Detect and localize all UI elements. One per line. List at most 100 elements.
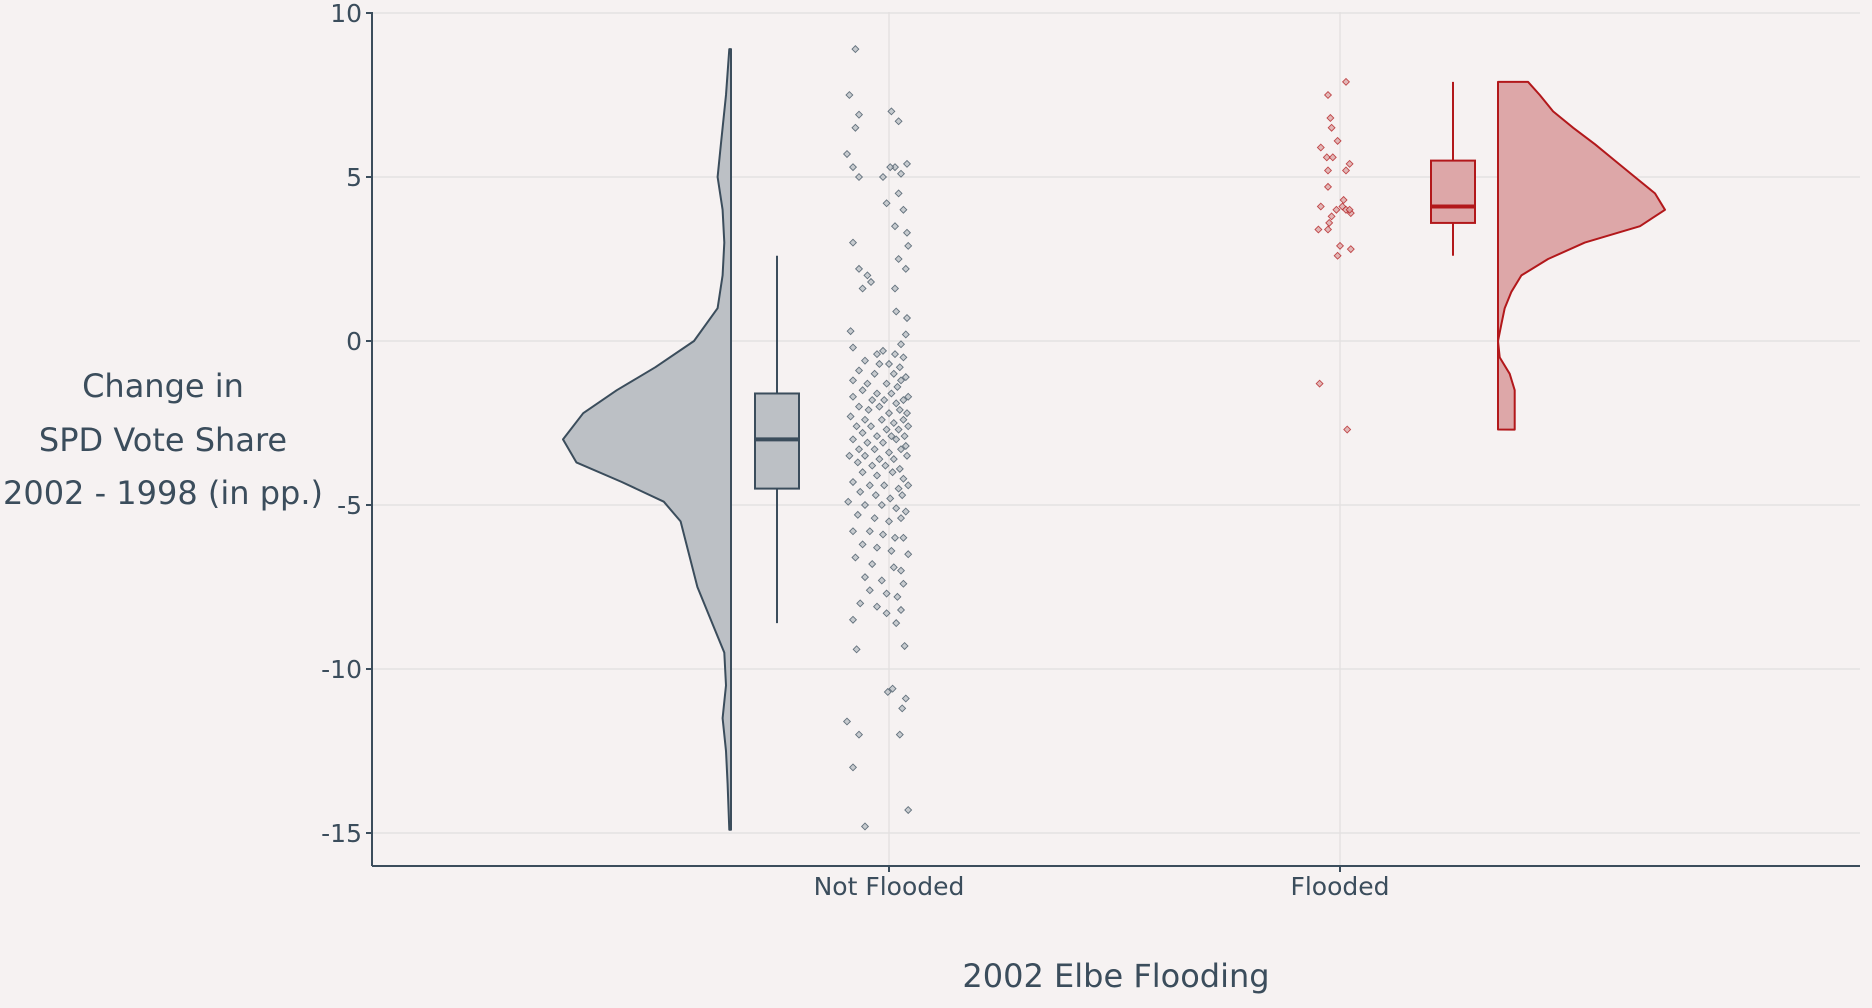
data-point-not-flooded: [860, 822, 870, 831]
data-point-not-flooded: [894, 484, 903, 493]
data-point-not-flooded: [896, 376, 906, 385]
y-tick-label: -5: [337, 491, 362, 520]
data-point-not-flooded: [860, 356, 870, 365]
data-point-not-flooded: [858, 386, 867, 395]
data-point-not-flooded: [901, 507, 910, 516]
data-point-not-flooded: [899, 415, 908, 424]
data-point-flooded: [1325, 218, 1334, 227]
data-point-not-flooded: [904, 392, 913, 401]
data-point-flooded: [1345, 205, 1354, 214]
data-point-flooded: [1323, 182, 1333, 191]
data-point-not-flooded: [878, 172, 888, 182]
data-point-not-flooded: [896, 514, 906, 523]
grid-lines: [372, 12, 1860, 866]
data-point-not-flooded: [886, 494, 895, 503]
data-point-not-flooded: [882, 609, 891, 618]
data-point-not-flooded: [892, 399, 901, 408]
y-tick-label: 5: [346, 163, 362, 192]
y-axis-title-line-1: Change in: [82, 367, 244, 405]
data-point-not-flooded: [860, 451, 870, 460]
data-point-not-flooded: [892, 307, 901, 316]
data-point-not-flooded: [890, 222, 900, 231]
data-point-not-flooded: [848, 615, 858, 624]
data-point-not-flooded: [892, 435, 901, 444]
data-point-not-flooded: [890, 284, 900, 293]
data-point-not-flooded: [887, 107, 896, 116]
data-point-not-flooded: [846, 327, 855, 336]
density-cloud-flooded: [1497, 80, 1666, 431]
y-axis-title-line-3: 2002 - 1998 (in pp.): [3, 474, 323, 512]
data-point-not-flooded: [900, 642, 909, 651]
data-point-not-flooded: [889, 455, 898, 464]
data-point-flooded: [1323, 166, 1333, 175]
data-point-not-flooded: [860, 573, 870, 582]
data-point-not-flooded: [848, 435, 858, 444]
box-iqr-flooded: [1430, 159, 1476, 224]
data-point-not-flooded: [851, 553, 860, 562]
data-point-flooded: [1323, 90, 1333, 100]
data-point-flooded: [1314, 225, 1323, 234]
data-point-not-flooded: [856, 599, 865, 608]
data-point-not-flooded: [872, 602, 882, 611]
data-point-not-flooded: [894, 425, 903, 434]
data-point-not-flooded: [889, 418, 898, 428]
data-point-flooded: [1323, 225, 1333, 234]
data-point-flooded: [1327, 123, 1336, 132]
data-point-not-flooded: [904, 422, 913, 431]
data-point-not-flooded: [865, 586, 874, 595]
data-point-not-flooded: [893, 382, 902, 391]
data-point-not-flooded: [844, 497, 853, 506]
data-point-flooded: [1341, 77, 1351, 86]
data-point-not-flooded: [870, 445, 879, 454]
data-point-not-flooded: [882, 379, 891, 388]
data-point-not-flooded: [881, 461, 890, 470]
data-point-not-flooded: [851, 123, 860, 132]
y-axis-title: Change in SPD Vote Share 2002 - 1998 (in…: [3, 367, 323, 512]
data-point-not-flooded: [848, 527, 858, 536]
data-point-not-flooded: [877, 500, 886, 510]
data-point-not-flooded: [904, 806, 913, 815]
data-point-flooded: [1316, 143, 1325, 152]
data-point-not-flooded: [895, 363, 904, 372]
boxplots: [754, 81, 1476, 624]
data-point-not-flooded: [848, 238, 858, 247]
data-point-not-flooded: [899, 579, 908, 588]
data-point-not-flooded: [872, 432, 882, 441]
data-point-not-flooded: [899, 205, 908, 214]
data-point-not-flooded: [884, 517, 894, 526]
data-point-flooded: [1346, 245, 1355, 254]
data-point-not-flooded: [858, 284, 867, 293]
data-point-not-flooded: [884, 359, 894, 368]
data-point-not-flooded: [894, 189, 903, 198]
data-point-not-flooded: [902, 159, 912, 168]
data-point-not-flooded: [868, 560, 877, 569]
data-point-not-flooded: [845, 451, 854, 460]
data-point-flooded: [1328, 153, 1337, 162]
data-point-not-flooded: [890, 163, 900, 172]
data-point-not-flooded: [882, 199, 891, 208]
data-point-not-flooded: [882, 425, 891, 434]
data-point-not-flooded: [890, 350, 900, 359]
data-point-not-flooded: [842, 150, 852, 159]
data-point-not-flooded: [864, 405, 873, 414]
data-point-not-flooded: [875, 359, 884, 368]
x-tick-label: Flooded: [1290, 872, 1389, 901]
data-point-not-flooded: [858, 468, 867, 477]
data-point-not-flooded: [880, 481, 889, 490]
y-tick-label: -10: [321, 655, 362, 684]
data-point-flooded: [1322, 153, 1331, 162]
data-point-not-flooded: [848, 343, 858, 352]
x-axis-title: 2002 Elbe Flooding: [962, 957, 1269, 995]
data-point-not-flooded: [870, 514, 879, 523]
data-point-not-flooded: [900, 432, 909, 441]
data-point-not-flooded: [842, 717, 852, 726]
data-point-not-flooded: [853, 458, 862, 467]
x-tick-label: Not Flooded: [814, 872, 965, 901]
data-point-not-flooded: [898, 704, 907, 713]
data-point-flooded: [1315, 379, 1324, 388]
data-point-not-flooded: [846, 412, 855, 421]
data-point-not-flooded: [894, 117, 903, 126]
data-point-not-flooded: [901, 373, 910, 382]
data-point-not-flooded: [865, 481, 874, 490]
data-point-not-flooded: [866, 277, 876, 286]
